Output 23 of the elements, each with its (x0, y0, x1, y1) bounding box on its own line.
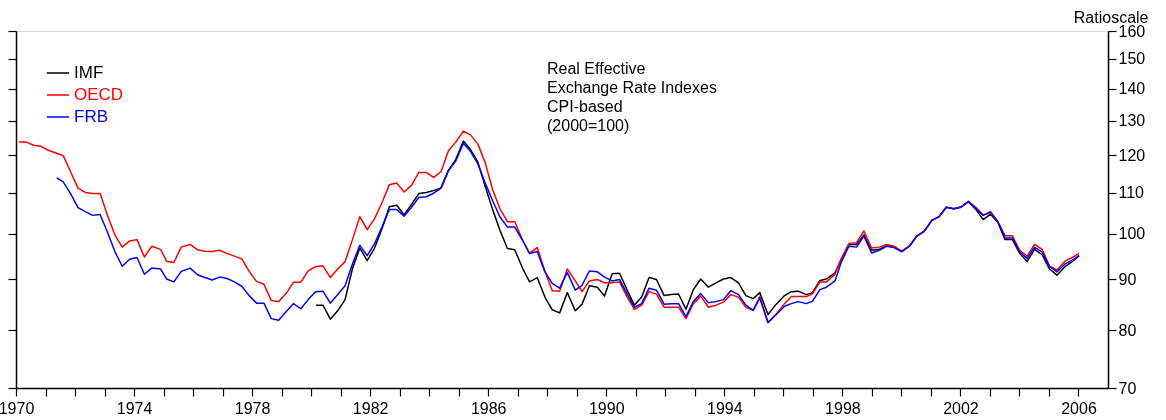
x-tick-label: 1994 (707, 399, 743, 417)
x-tick-label: 2002 (943, 399, 979, 417)
x-tick-label: 1974 (116, 399, 153, 417)
y-tick-label: 100 (1118, 225, 1146, 243)
legend-label: FRB (74, 107, 108, 126)
text: Real Effective Exchange Rate Indexes CPI-based (2000=100) (547, 60, 717, 134)
x-tick-label: 1982 (352, 399, 389, 417)
x-tick-label: 1990 (588, 399, 625, 417)
x-tick-label: 1986 (470, 399, 507, 417)
x-tick-label: 1978 (234, 399, 271, 417)
legend-label: OECD (74, 85, 124, 104)
y-tick-label: 140 (1118, 80, 1146, 98)
y-tick-label: 70 (1118, 379, 1137, 397)
y-tick-label: 150 (1118, 50, 1146, 68)
y-tick-label: 120 (1118, 146, 1146, 164)
x-tick-label: 1998 (825, 399, 861, 417)
legend-label: IMF (74, 63, 104, 82)
y-tick-label: 130 (1118, 112, 1146, 130)
x-tick-label: 1970 (0, 399, 35, 417)
y-tick-label: 80 (1118, 321, 1137, 339)
y-tick-label: 90 (1118, 270, 1137, 288)
y-tick-label: 110 (1118, 184, 1145, 202)
x-tick-label: 2006 (1061, 399, 1097, 417)
